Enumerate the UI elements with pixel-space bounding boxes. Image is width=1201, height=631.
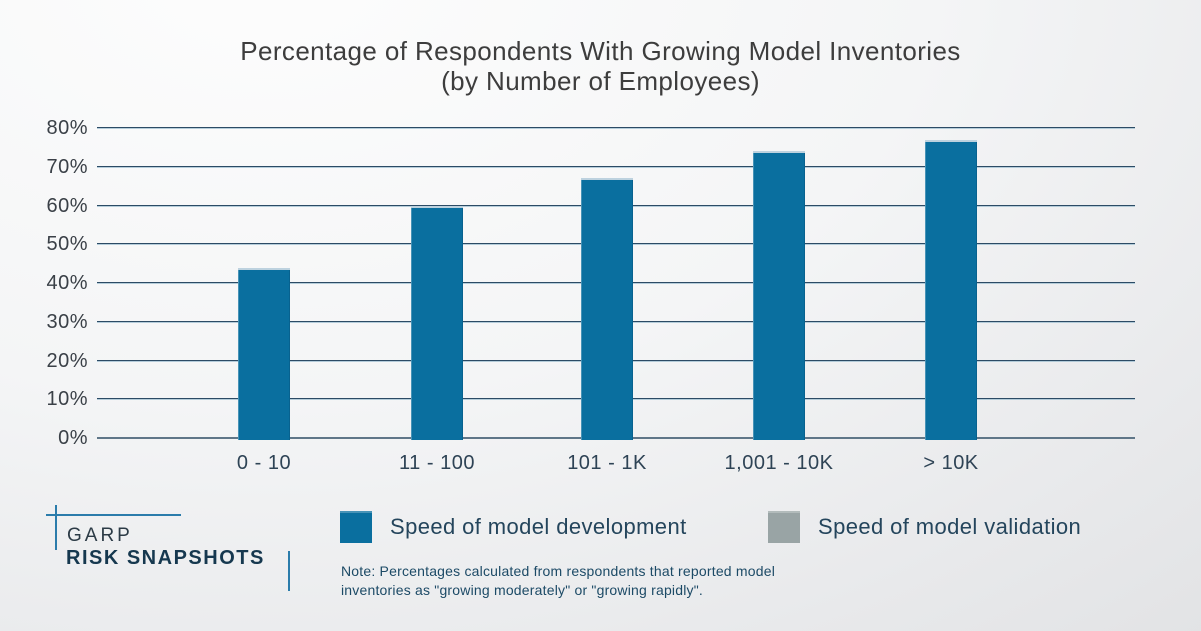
y-axis-tick-label: 80% bbox=[46, 117, 88, 139]
legend-label-validation: Speed of model validation bbox=[818, 514, 1082, 539]
footnote-line1: Note: Percentages calculated from respon… bbox=[341, 563, 776, 579]
y-axis-tick-label: 30% bbox=[46, 310, 88, 333]
logo-risk-snapshots-text: RISK SNAPSHOTS bbox=[66, 547, 265, 569]
x-axis-category-label: 11 - 100 bbox=[399, 452, 475, 474]
gridline bbox=[97, 127, 1135, 128]
logo-garp-text: GARP bbox=[67, 525, 133, 546]
chart-title-line1: Percentage of Respondents With Growing M… bbox=[240, 36, 961, 66]
legend-swatch-development bbox=[340, 511, 372, 543]
footnote: Note: Percentages calculated from respon… bbox=[341, 562, 861, 600]
legend-swatch-validation bbox=[768, 511, 800, 543]
bar-> 10K bbox=[925, 139, 977, 440]
y-axis-tick-label: 20% bbox=[46, 349, 88, 372]
footnote-line2: inventories as "growing moderately" or "… bbox=[341, 582, 703, 598]
x-axis-category-label: 0 - 10 bbox=[236, 452, 292, 474]
y-axis-tick-label: 50% bbox=[46, 233, 88, 256]
logo-left-vertical-rule bbox=[55, 505, 57, 550]
x-axis-category-label: 101 - 1K bbox=[567, 452, 647, 474]
bar-1,001 - 10K bbox=[753, 151, 805, 440]
logo-right-vertical-rule bbox=[288, 551, 290, 591]
y-axis-tick-label: 60% bbox=[46, 194, 88, 217]
bar-0 - 10 bbox=[238, 267, 290, 440]
y-axis-tick-label: 0% bbox=[58, 427, 88, 449]
x-axis-category-label: > 10K bbox=[923, 452, 979, 474]
bar-101 - 1K bbox=[581, 178, 633, 440]
logo-horizontal-rule bbox=[46, 514, 181, 516]
y-axis-tick-label: 10% bbox=[46, 388, 88, 411]
bar-11 - 100 bbox=[411, 205, 463, 440]
y-axis-tick-label: 40% bbox=[46, 272, 88, 294]
y-axis-tick-label: 70% bbox=[46, 155, 88, 178]
chart-title: Percentage of Respondents With Growing M… bbox=[0, 36, 1201, 96]
x-axis-category-label: 1,001 - 10K bbox=[724, 452, 834, 474]
gridline bbox=[97, 165, 1135, 167]
legend-label-development: Speed of model development bbox=[390, 514, 687, 539]
chart-title-line2: (by Number of Employees) bbox=[441, 66, 760, 96]
